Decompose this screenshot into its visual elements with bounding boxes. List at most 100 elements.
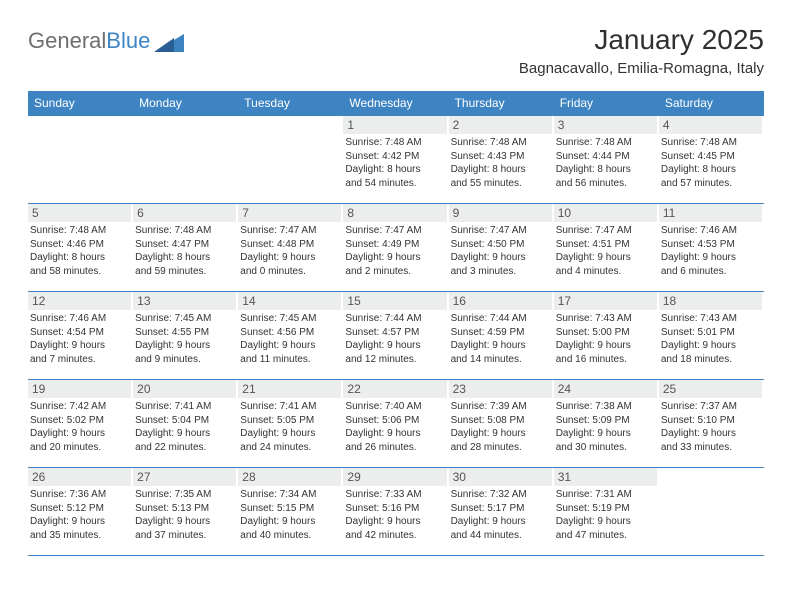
day-details: Sunrise: 7:46 AMSunset: 4:53 PMDaylight:…	[659, 224, 762, 278]
day-sunset-text: Sunset: 5:02 PM	[30, 414, 129, 428]
day-daylight1-text: Daylight: 9 hours	[556, 339, 655, 353]
day-daylight1-text: Daylight: 8 hours	[30, 251, 129, 265]
day-details: Sunrise: 7:47 AMSunset: 4:49 PMDaylight:…	[343, 224, 446, 278]
day-daylight1-text: Daylight: 9 hours	[345, 339, 444, 353]
day-daylight2-text: and 30 minutes.	[556, 441, 655, 455]
day-daylight2-text: and 7 minutes.	[30, 353, 129, 367]
day-number: 27	[133, 468, 236, 486]
calendar-day-cell: 21Sunrise: 7:41 AMSunset: 5:05 PMDayligh…	[238, 380, 343, 468]
calendar-week-row: 1Sunrise: 7:48 AMSunset: 4:42 PMDaylight…	[28, 116, 764, 204]
calendar-day-cell: 2Sunrise: 7:48 AMSunset: 4:43 PMDaylight…	[449, 116, 554, 204]
day-number: 9	[449, 204, 552, 222]
day-sunrise-text: Sunrise: 7:48 AM	[661, 136, 760, 150]
day-details: Sunrise: 7:45 AMSunset: 4:55 PMDaylight:…	[133, 312, 236, 366]
title-block: January 2025 Bagnacavallo, Emilia-Romagn…	[519, 24, 764, 77]
day-details: Sunrise: 7:48 AMSunset: 4:46 PMDaylight:…	[28, 224, 131, 278]
day-daylight1-text: Daylight: 9 hours	[661, 339, 760, 353]
day-sunrise-text: Sunrise: 7:31 AM	[556, 488, 655, 502]
day-sunrise-text: Sunrise: 7:41 AM	[240, 400, 339, 414]
day-daylight2-text: and 12 minutes.	[345, 353, 444, 367]
day-number: 4	[659, 116, 762, 134]
day-number: 8	[343, 204, 446, 222]
day-sunset-text: Sunset: 5:04 PM	[135, 414, 234, 428]
calendar-day-cell: 24 Sunrise: 7:38 AMSunset: 5:09 PMDayligh…	[554, 380, 659, 468]
day-daylight2-text: and 4 minutes.	[556, 265, 655, 279]
day-details: Sunrise: 7:40 AMSunset: 5:06 PMDaylight:…	[343, 400, 446, 454]
day-sunrise-text: Sunrise: 7:40 AM	[345, 400, 444, 414]
day-number: 24	[554, 380, 657, 398]
day-sunrise-text: Sunrise: 7:41 AM	[135, 400, 234, 414]
day-number: 21	[238, 380, 341, 398]
calendar-day-cell: 31Sunrise: 7:31 AMSunset: 5:19 PMDayligh…	[554, 468, 659, 556]
day-daylight2-text: and 14 minutes.	[451, 353, 550, 367]
day-daylight1-text: Daylight: 9 hours	[451, 339, 550, 353]
day-details: Sunrise: 7:38 AMSunset: 5:09 PMDaylight:…	[554, 400, 657, 454]
day-daylight1-text: Daylight: 9 hours	[556, 251, 655, 265]
day-details: Sunrise: 7:48 AMSunset: 4:44 PMDaylight:…	[554, 136, 657, 190]
day-sunset-text: Sunset: 5:10 PM	[661, 414, 760, 428]
day-sunset-text: Sunset: 4:47 PM	[135, 238, 234, 252]
day-sunset-text: Sunset: 5:08 PM	[451, 414, 550, 428]
day-daylight2-text: and 22 minutes.	[135, 441, 234, 455]
day-daylight1-text: Daylight: 8 hours	[135, 251, 234, 265]
day-sunset-text: Sunset: 4:44 PM	[556, 150, 655, 164]
day-sunset-text: Sunset: 5:12 PM	[30, 502, 129, 516]
day-sunset-text: Sunset: 4:54 PM	[30, 326, 129, 340]
day-sunrise-text: Sunrise: 7:45 AM	[135, 312, 234, 326]
day-sunrise-text: Sunrise: 7:48 AM	[135, 224, 234, 238]
day-details: Sunrise: 7:46 AMSunset: 4:54 PMDaylight:…	[28, 312, 131, 366]
day-daylight2-text: and 6 minutes.	[661, 265, 760, 279]
day-number: 31	[554, 468, 657, 486]
day-number: 18	[659, 292, 762, 310]
day-daylight2-text: and 33 minutes.	[661, 441, 760, 455]
day-daylight2-text: and 55 minutes.	[451, 177, 550, 191]
day-number: 26	[28, 468, 131, 486]
day-daylight1-text: Daylight: 9 hours	[345, 427, 444, 441]
day-sunrise-text: Sunrise: 7:43 AM	[556, 312, 655, 326]
day-number: 3	[554, 116, 657, 134]
day-daylight1-text: Daylight: 9 hours	[240, 515, 339, 529]
day-details: Sunrise: 7:34 AMSunset: 5:15 PMDaylight:…	[238, 488, 341, 542]
day-sunset-text: Sunset: 4:43 PM	[451, 150, 550, 164]
day-daylight2-text: and 26 minutes.	[345, 441, 444, 455]
day-details: Sunrise: 7:43 AMSunset: 5:00 PMDaylight:…	[554, 312, 657, 366]
day-daylight1-text: Daylight: 8 hours	[451, 163, 550, 177]
calendar-day-cell: 11Sunrise: 7:46 AMSunset: 4:53 PMDayligh…	[659, 204, 764, 292]
day-number: 29	[343, 468, 446, 486]
weekday-header: Monday	[133, 91, 238, 116]
day-sunrise-text: Sunrise: 7:48 AM	[451, 136, 550, 150]
weekday-header-row: Sunday Monday Tuesday Wednesday Thursday…	[28, 91, 764, 116]
day-daylight2-text: and 44 minutes.	[451, 529, 550, 543]
day-daylight1-text: Daylight: 9 hours	[135, 515, 234, 529]
calendar-day-cell: 7Sunrise: 7:47 AMSunset: 4:48 PMDaylight…	[238, 204, 343, 292]
day-sunset-text: Sunset: 5:09 PM	[556, 414, 655, 428]
day-daylight1-text: Daylight: 8 hours	[556, 163, 655, 177]
day-sunrise-text: Sunrise: 7:39 AM	[451, 400, 550, 414]
day-sunset-text: Sunset: 4:57 PM	[345, 326, 444, 340]
calendar-week-row: 5Sunrise: 7:48 AMSunset: 4:46 PMDaylight…	[28, 204, 764, 292]
day-sunrise-text: Sunrise: 7:45 AM	[240, 312, 339, 326]
day-sunrise-text: Sunrise: 7:44 AM	[345, 312, 444, 326]
calendar-day-cell: 27Sunrise: 7:35 AMSunset: 5:13 PMDayligh…	[133, 468, 238, 556]
day-number: 12	[28, 292, 131, 310]
day-daylight2-text: and 16 minutes.	[556, 353, 655, 367]
calendar-day-cell: 23Sunrise: 7:39 AMSunset: 5:08 PMDayligh…	[449, 380, 554, 468]
day-daylight1-text: Daylight: 9 hours	[451, 515, 550, 529]
weekday-header: Thursday	[449, 91, 554, 116]
day-details: Sunrise: 7:32 AMSunset: 5:17 PMDaylight:…	[449, 488, 552, 542]
day-daylight2-text: and 11 minutes.	[240, 353, 339, 367]
day-daylight1-text: Daylight: 9 hours	[240, 339, 339, 353]
day-sunrise-text: Sunrise: 7:47 AM	[451, 224, 550, 238]
day-number: 1	[343, 116, 446, 134]
day-daylight1-text: Daylight: 8 hours	[661, 163, 760, 177]
day-sunset-text: Sunset: 4:50 PM	[451, 238, 550, 252]
weekday-header: Saturday	[659, 91, 764, 116]
day-daylight1-text: Daylight: 9 hours	[451, 251, 550, 265]
day-sunrise-text: Sunrise: 7:37 AM	[661, 400, 760, 414]
calendar-day-cell: 18Sunrise: 7:43 AMSunset: 5:01 PMDayligh…	[659, 292, 764, 380]
day-number: 19	[28, 380, 131, 398]
calendar-day-cell: 19Sunrise: 7:42 AMSunset: 5:02 PMDayligh…	[28, 380, 133, 468]
day-sunrise-text: Sunrise: 7:43 AM	[661, 312, 760, 326]
calendar-day-cell: 12 Sunrise: 7:46 AMSunset: 4:54 PMDayligh…	[28, 292, 133, 380]
day-daylight1-text: Daylight: 9 hours	[556, 515, 655, 529]
